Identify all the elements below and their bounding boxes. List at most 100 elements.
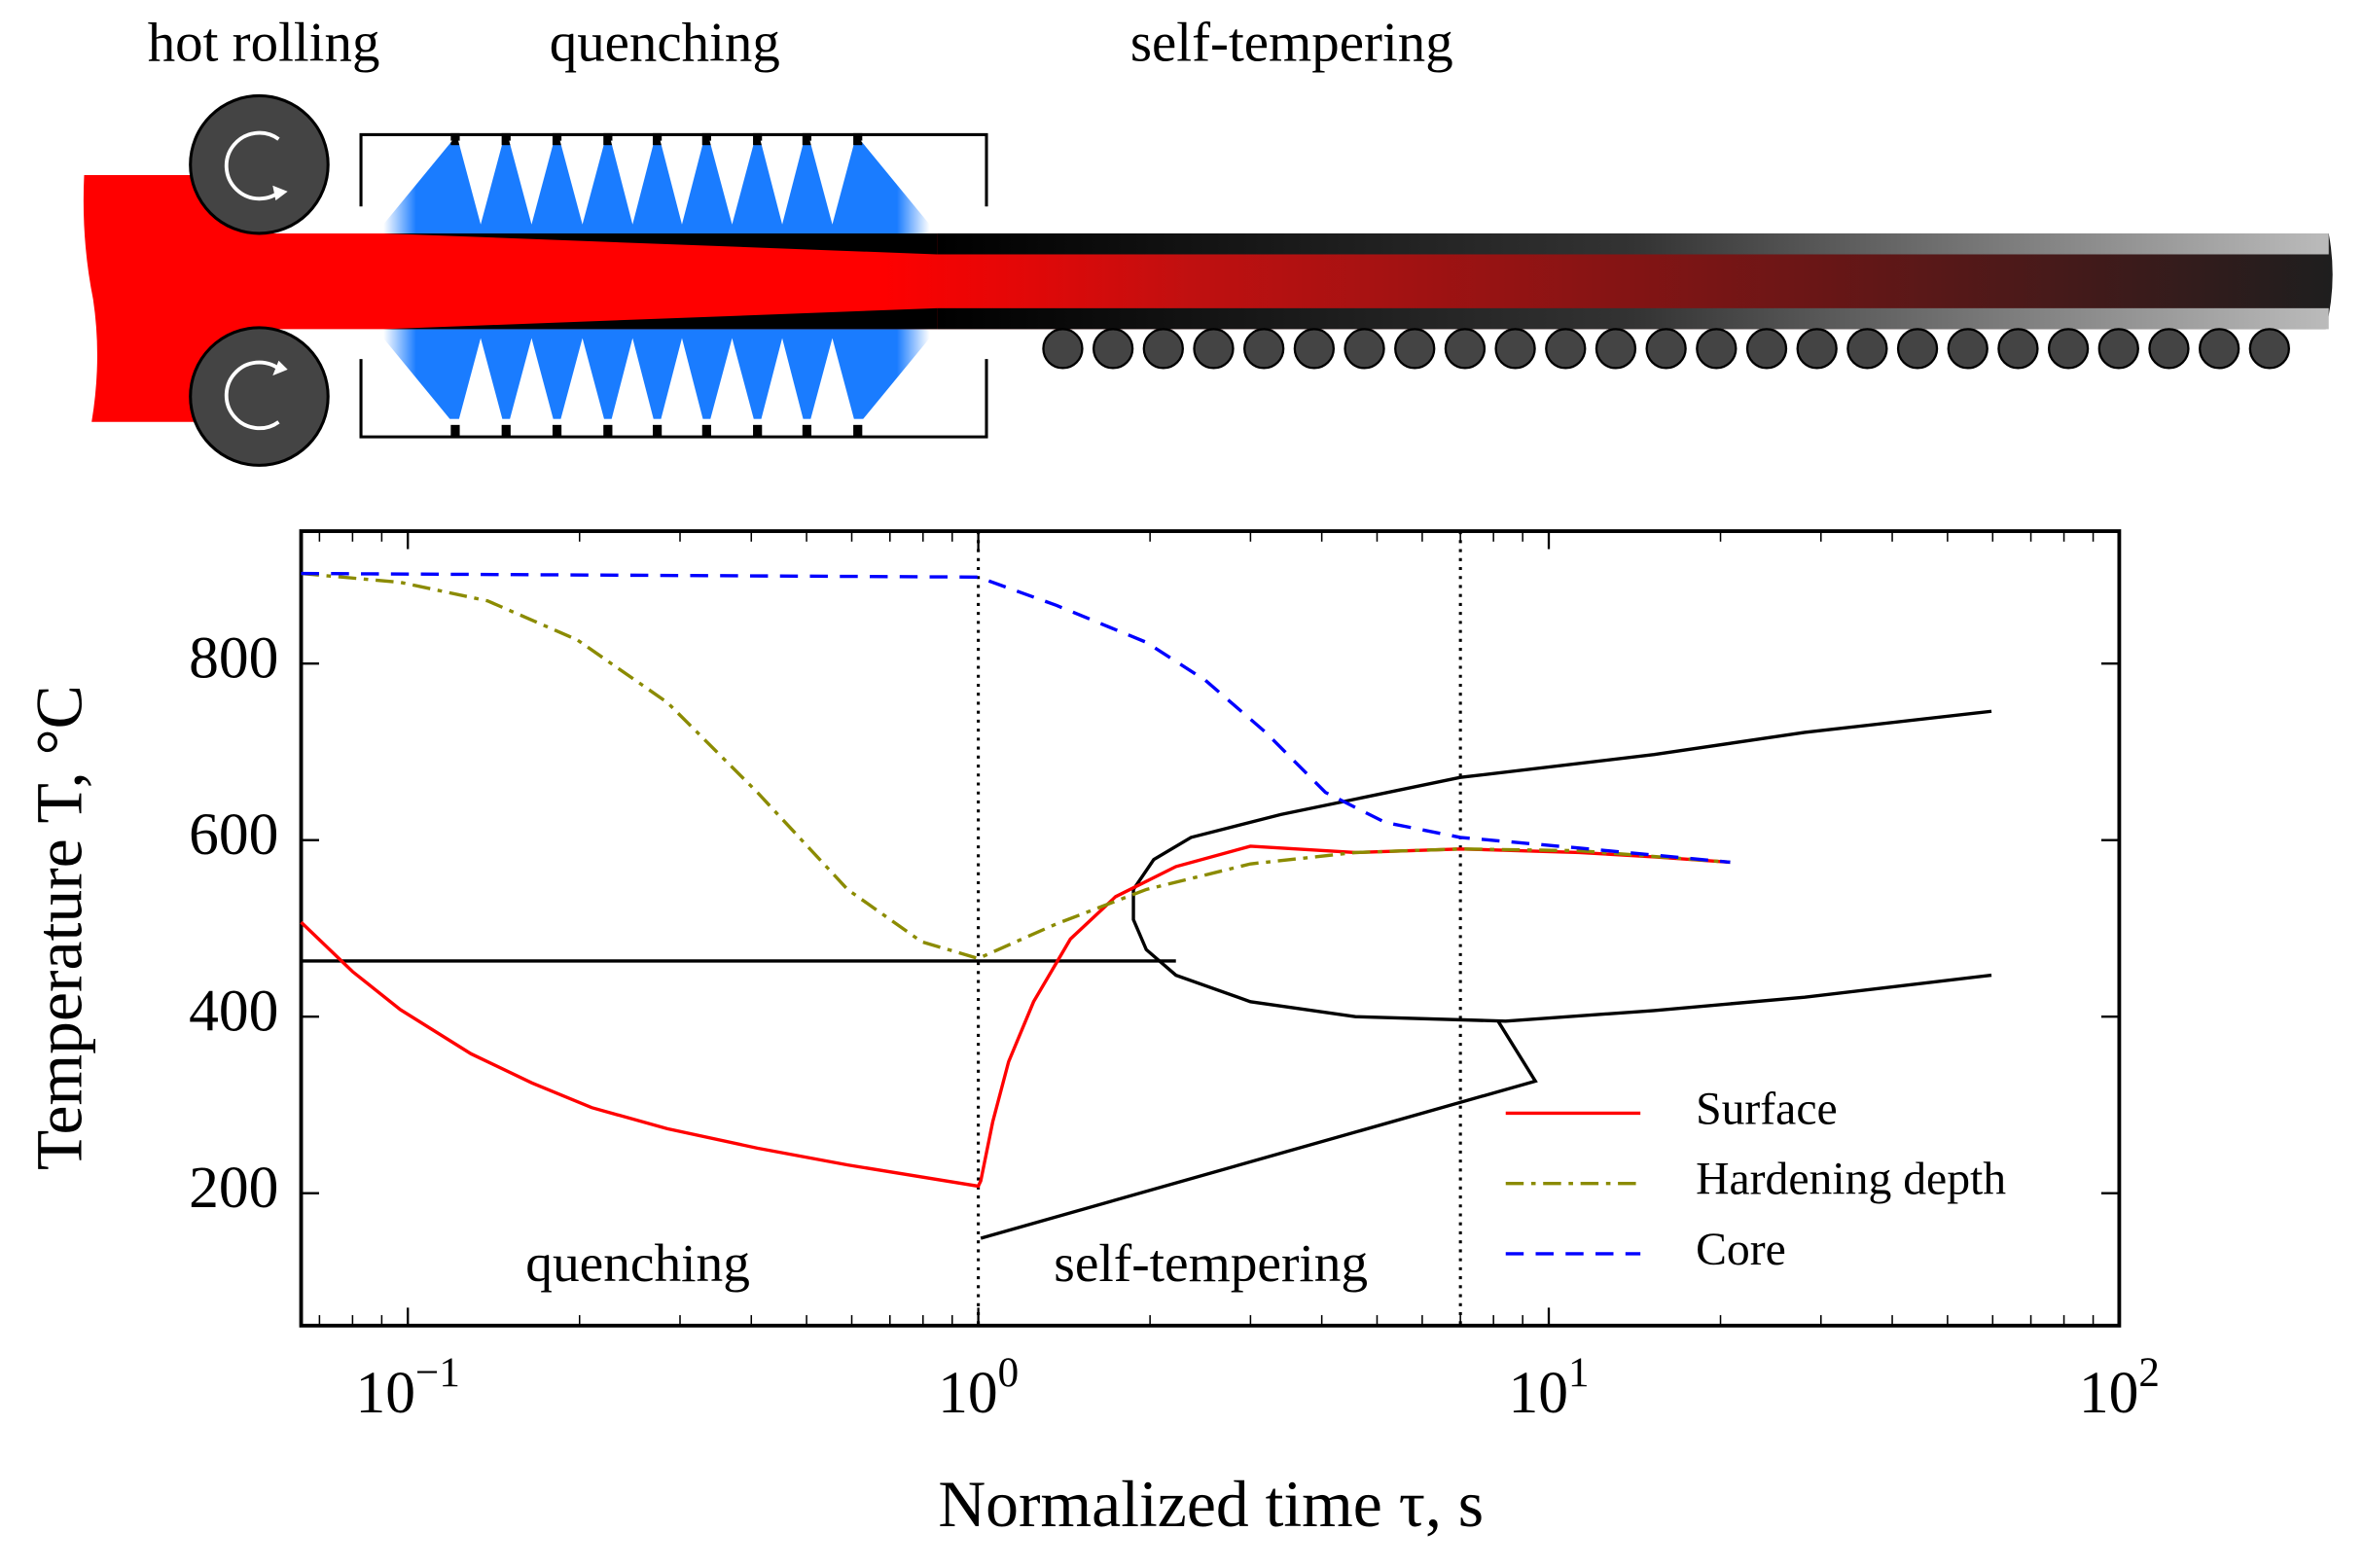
spray-gap [709, 140, 755, 225]
nozzle [450, 132, 460, 146]
nozzle [853, 424, 863, 438]
nozzle [753, 424, 763, 438]
x-tick-base: 10 [2079, 1360, 2139, 1426]
spray-gap [559, 338, 605, 422]
spray-gap [559, 140, 605, 225]
stage-label: quenching [550, 12, 780, 73]
roller-bed [1042, 328, 2290, 370]
x-tick-base: 10 [356, 1360, 416, 1426]
nozzle [701, 424, 711, 438]
x-tick-label: 101 [1508, 1350, 1589, 1426]
spray-gap [860, 140, 930, 225]
chart: Normalized time τ, s Temperature T, °C 1… [23, 529, 2160, 1541]
spray-gap [383, 140, 452, 225]
spray-gap [458, 140, 504, 225]
bed-roller [1745, 328, 1788, 370]
bed-roller [2198, 328, 2240, 370]
legend-label: Hardening depth [1696, 1155, 2006, 1205]
spray-gap [809, 140, 855, 225]
bed-roller [2248, 328, 2290, 370]
bed-roller [1645, 328, 1687, 370]
spray-gap [809, 338, 855, 422]
quench-skin [383, 307, 938, 330]
nozzle [552, 132, 562, 146]
spray-gap [509, 140, 555, 225]
bed-roller [2097, 328, 2139, 370]
series-line [301, 571, 1731, 961]
nozzle [552, 424, 562, 438]
series-line [301, 571, 1731, 865]
nozzle [701, 132, 711, 146]
spray-gap [509, 338, 555, 422]
bed-roller [1947, 328, 1989, 370]
nozzle [652, 132, 663, 146]
annotation: quenching [525, 1233, 750, 1293]
bed-roller [1344, 328, 1385, 370]
bed-roller [1595, 328, 1637, 370]
bed-roller [1042, 328, 1084, 370]
bar [256, 232, 2333, 330]
bed-roller [2148, 328, 2190, 370]
quench-box [359, 359, 988, 439]
nozzle [603, 424, 613, 438]
plot-frame [299, 529, 2122, 1328]
bed-roller [1293, 328, 1336, 370]
bed-roller [1142, 328, 1184, 370]
bed-roller [1494, 328, 1536, 370]
y-tick-label: 400 [189, 978, 278, 1044]
bed-roller [1997, 328, 2039, 370]
roll [189, 326, 330, 467]
process-diagram: hot rolling quenching self-tempering [83, 12, 2333, 467]
bed-roller [1193, 328, 1235, 370]
nozzle [853, 132, 863, 146]
y-tick-label: 200 [189, 1155, 278, 1221]
x-tick-exponent: 2 [2138, 1350, 2160, 1396]
y-tick-label: 800 [189, 624, 278, 691]
bar-skin [937, 307, 2329, 330]
nozzle [753, 132, 763, 146]
x-tick-exponent: −1 [415, 1350, 460, 1396]
stage-label: hot rolling [148, 12, 380, 73]
stage-label: self-tempering [1130, 12, 1453, 73]
legend-label: Core [1696, 1225, 1786, 1275]
bed-roller [1846, 328, 1888, 370]
x-tick-exponent: 0 [998, 1350, 1020, 1396]
bed-roller [1696, 328, 1738, 370]
quench-box [359, 132, 988, 207]
bar-skin [937, 232, 2329, 255]
spray-gap [458, 338, 504, 422]
spray-gap [610, 140, 655, 225]
x-tick-base: 10 [938, 1360, 998, 1426]
bed-roller [1092, 328, 1134, 370]
spray-gap [760, 338, 805, 422]
nozzle [501, 132, 511, 146]
spray-gap [709, 338, 755, 422]
legend-label: Surface [1696, 1084, 1838, 1134]
annotation: self-tempering [1054, 1233, 1368, 1293]
bed-roller [1444, 328, 1487, 370]
nozzle [603, 132, 613, 146]
spray-gap [610, 338, 655, 422]
nozzle [501, 424, 511, 438]
nozzle [802, 424, 812, 438]
bed-roller [1796, 328, 1838, 370]
y-axis-label: Temperature T, °C [23, 685, 96, 1170]
nozzles [383, 132, 930, 438]
y-tick-label: 600 [189, 802, 278, 868]
transformation-curve [980, 1019, 1538, 1240]
roll [189, 93, 330, 235]
series-line [300, 844, 1731, 1189]
spray-gap [760, 140, 805, 225]
spray-gap [660, 140, 704, 225]
nozzle [652, 424, 663, 438]
bed-roller [2047, 328, 2090, 370]
bed-roller [1243, 328, 1285, 370]
x-tick-label: 10−1 [356, 1350, 460, 1426]
x-tick-base: 10 [1508, 1360, 1568, 1426]
nozzle [450, 424, 460, 438]
spray-gap [660, 338, 704, 422]
x-axis-label: Normalized time τ, s [938, 1468, 1484, 1541]
transformation-curve [1131, 709, 1992, 1023]
